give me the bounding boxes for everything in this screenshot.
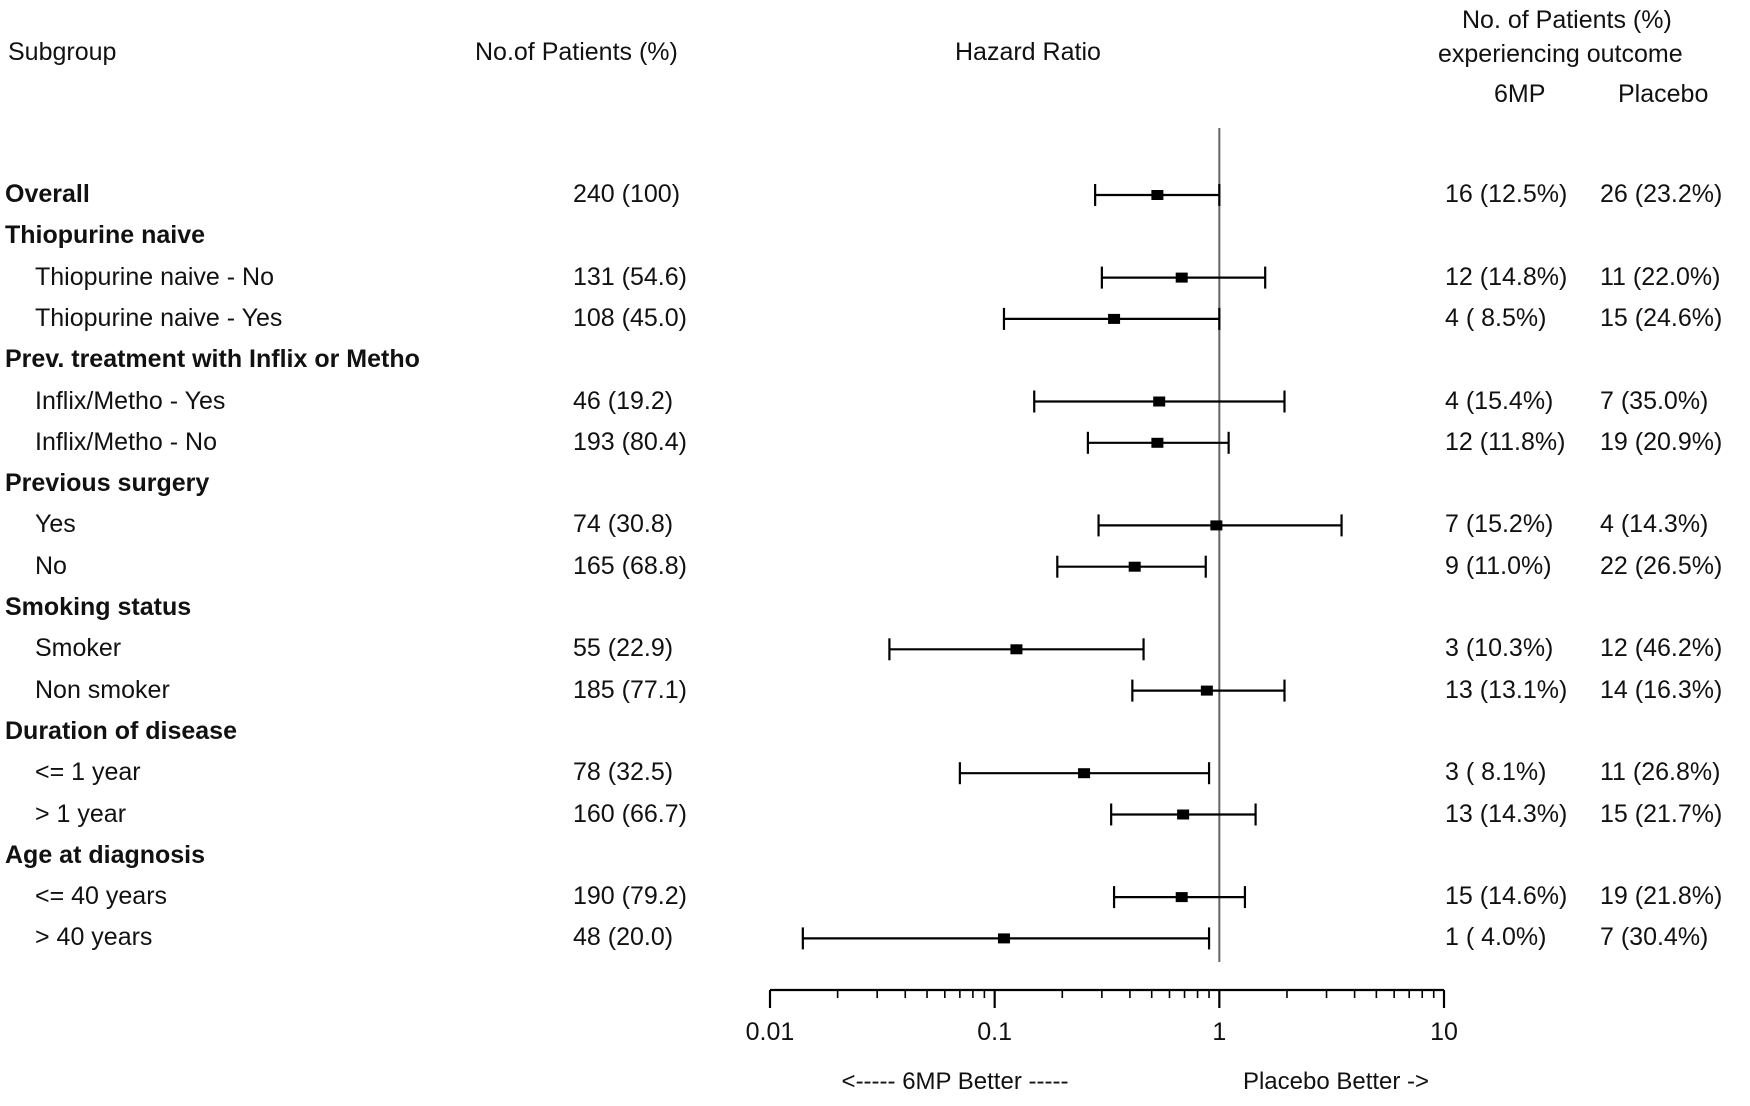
x-tick-label: 1 [1212,1018,1226,1046]
subgroup-label: Yes [35,510,76,539]
subgroup-label: Thiopurine naive - No [35,262,275,291]
subgroup-heading: Duration of disease [5,716,237,745]
subgroup-label: Smoker [35,634,122,663]
header-col-6mp: 6MP [1494,80,1546,108]
hazard-ratio-point [1153,396,1166,407]
patient-count: 131 (54.6) [573,262,687,291]
outcome-6mp: 16 (12.5%) [1445,180,1568,208]
subgroup-label: Non smoker [35,675,170,704]
subgroup-label: No [35,551,67,580]
outcome-6mp: 13 (13.1%) [1445,675,1568,704]
subgroup-label: <= 40 years [35,882,168,911]
subgroup-label: Inflix/Metho - No [35,427,218,456]
x-right-direction-label: Placebo Better -> [1243,1068,1429,1095]
subgroup-heading: Prev. treatment with Inflix or Metho [5,345,420,374]
patient-count: 48 (20.0) [573,923,674,952]
hazard-ratio-point [1151,190,1164,200]
outcome-placebo: 19 (21.8%) [1600,882,1723,911]
header-outcome-line2: experiencing outcome [1438,40,1683,68]
subgroup-heading: Thiopurine naive [5,221,206,250]
header-patients: No.of Patients (%) [475,38,678,66]
outcome-6mp: 15 (14.6%) [1445,882,1568,911]
patient-count: 160 (66.7) [573,799,687,828]
hazard-ratio-point [1108,313,1121,324]
header-subgroup: Subgroup [8,38,117,66]
outcome-placebo: 14 (16.3%) [1600,675,1723,704]
hazard-ratio-point [1177,809,1190,820]
patient-count: 55 (22.9) [573,634,674,663]
patient-count: 185 (77.1) [573,675,687,704]
outcome-6mp: 12 (11.8%) [1445,427,1566,456]
subgroup-label: > 40 years [35,923,153,952]
outcome-placebo: 12 (46.2%) [1600,634,1723,663]
outcome-6mp: 4 (15.4%) [1445,386,1554,415]
outcome-placebo: 11 (26.8%) [1600,758,1721,787]
outcome-placebo: 7 (30.4%) [1600,923,1709,952]
patient-count: 165 (68.8) [573,551,687,580]
outcome-placebo: 15 (21.7%) [1600,799,1723,828]
hazard-ratio-point [1200,685,1213,696]
hazard-ratio-point [1151,437,1164,448]
x-tick-label: 0.01 [746,1018,795,1046]
hazard-ratio-point [997,933,1010,944]
outcome-6mp: 3 (10.3%) [1445,634,1554,663]
subgroup-heading: Smoking status [5,593,192,621]
hazard-ratio-point [1078,768,1091,779]
outcome-placebo: 15 (24.6%) [1600,303,1723,332]
hazard-ratio-point [1175,272,1188,283]
patient-count: 193 (80.4) [573,427,687,456]
patient-count: 46 (19.2) [573,386,674,415]
outcome-placebo: 4 (14.3%) [1600,510,1709,539]
patient-count: 190 (79.2) [573,882,687,911]
subgroup-heading: Previous surgery [5,469,210,498]
hazard-ratio-point [1128,561,1141,572]
header-col-placebo: Placebo [1618,80,1709,108]
outcome-placebo: 26 (23.2%) [1600,180,1723,208]
outcome-6mp: 3 ( 8.1%) [1445,758,1547,787]
outcome-placebo: 19 (20.9%) [1600,427,1723,456]
hazard-ratio-point [1210,520,1223,531]
hazard-ratio-point [1010,644,1023,655]
outcome-6mp: 1 ( 4.0%) [1445,923,1547,952]
outcome-6mp: 4 ( 8.5%) [1445,303,1547,332]
subgroup-label: Thiopurine naive - Yes [35,303,283,332]
outcome-placebo: 22 (26.5%) [1600,551,1723,580]
outcome-6mp: 13 (14.3%) [1445,799,1568,828]
outcome-placebo: 11 (22.0%) [1600,262,1721,291]
outcome-6mp: 9 (11.0%) [1445,551,1552,580]
patient-count: 108 (45.0) [573,303,687,332]
x-tick-label: 10 [1430,1018,1458,1046]
x-tick-label: 0.1 [977,1018,1012,1046]
header-hazard-ratio: Hazard Ratio [955,38,1101,66]
subgroup-label: Inflix/Metho - Yes [35,386,226,415]
outcome-6mp: 12 (14.8%) [1445,262,1568,291]
x-left-direction-label: <----- 6MP Better ----- [842,1068,1069,1095]
patient-count: 240 (100) [573,180,681,208]
hazard-ratio-point [1175,892,1188,903]
header-outcome-line1: No. of Patients (%) [1462,6,1672,34]
subgroup-heading: Overall [5,180,90,208]
subgroup-label: > 1 year [35,799,127,828]
outcome-6mp: 7 (15.2%) [1445,510,1554,539]
patient-count: 74 (30.8) [573,510,674,539]
subgroup-heading: Age at diagnosis [5,840,206,869]
outcome-placebo: 7 (35.0%) [1600,386,1709,415]
patient-count: 78 (32.5) [573,758,674,787]
subgroup-label: <= 1 year [35,758,141,787]
